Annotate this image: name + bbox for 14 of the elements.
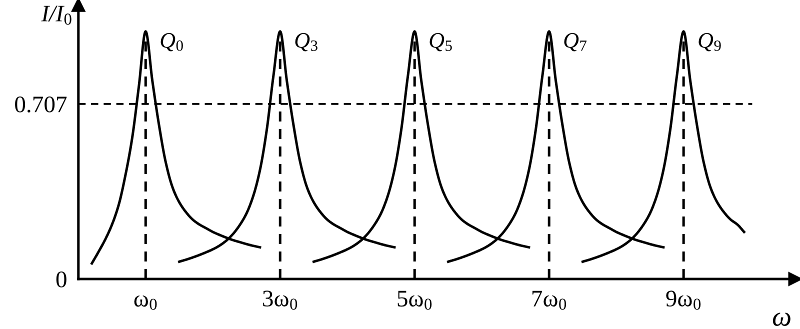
x-tick-label: 7ω$_{0}$ bbox=[532, 290, 566, 310]
series-label: Q$_{0}$ bbox=[160, 32, 183, 52]
y-tick-label: 0 bbox=[56, 271, 66, 288]
x-axis-title: ω bbox=[772, 312, 790, 326]
x-tick-label: 3ω$_{0}$ bbox=[263, 290, 298, 310]
x-tick-label: 9ω$_{0}$ bbox=[666, 290, 701, 310]
series-label: Q$_{5}$ bbox=[430, 32, 452, 52]
series-label: Q$_{3}$ bbox=[295, 32, 318, 52]
y-tick-label: 0.707 bbox=[15, 96, 67, 112]
series-label: Q$_{7}$ bbox=[564, 32, 587, 52]
x-tick-label: ω$_{0}$ bbox=[134, 295, 157, 310]
x-tick-label: 5ω$_{0}$ bbox=[398, 290, 432, 310]
y-axis-title: I/I$_{0}$ bbox=[41, 6, 72, 25]
series-label: Q$_{9}$ bbox=[698, 32, 721, 52]
